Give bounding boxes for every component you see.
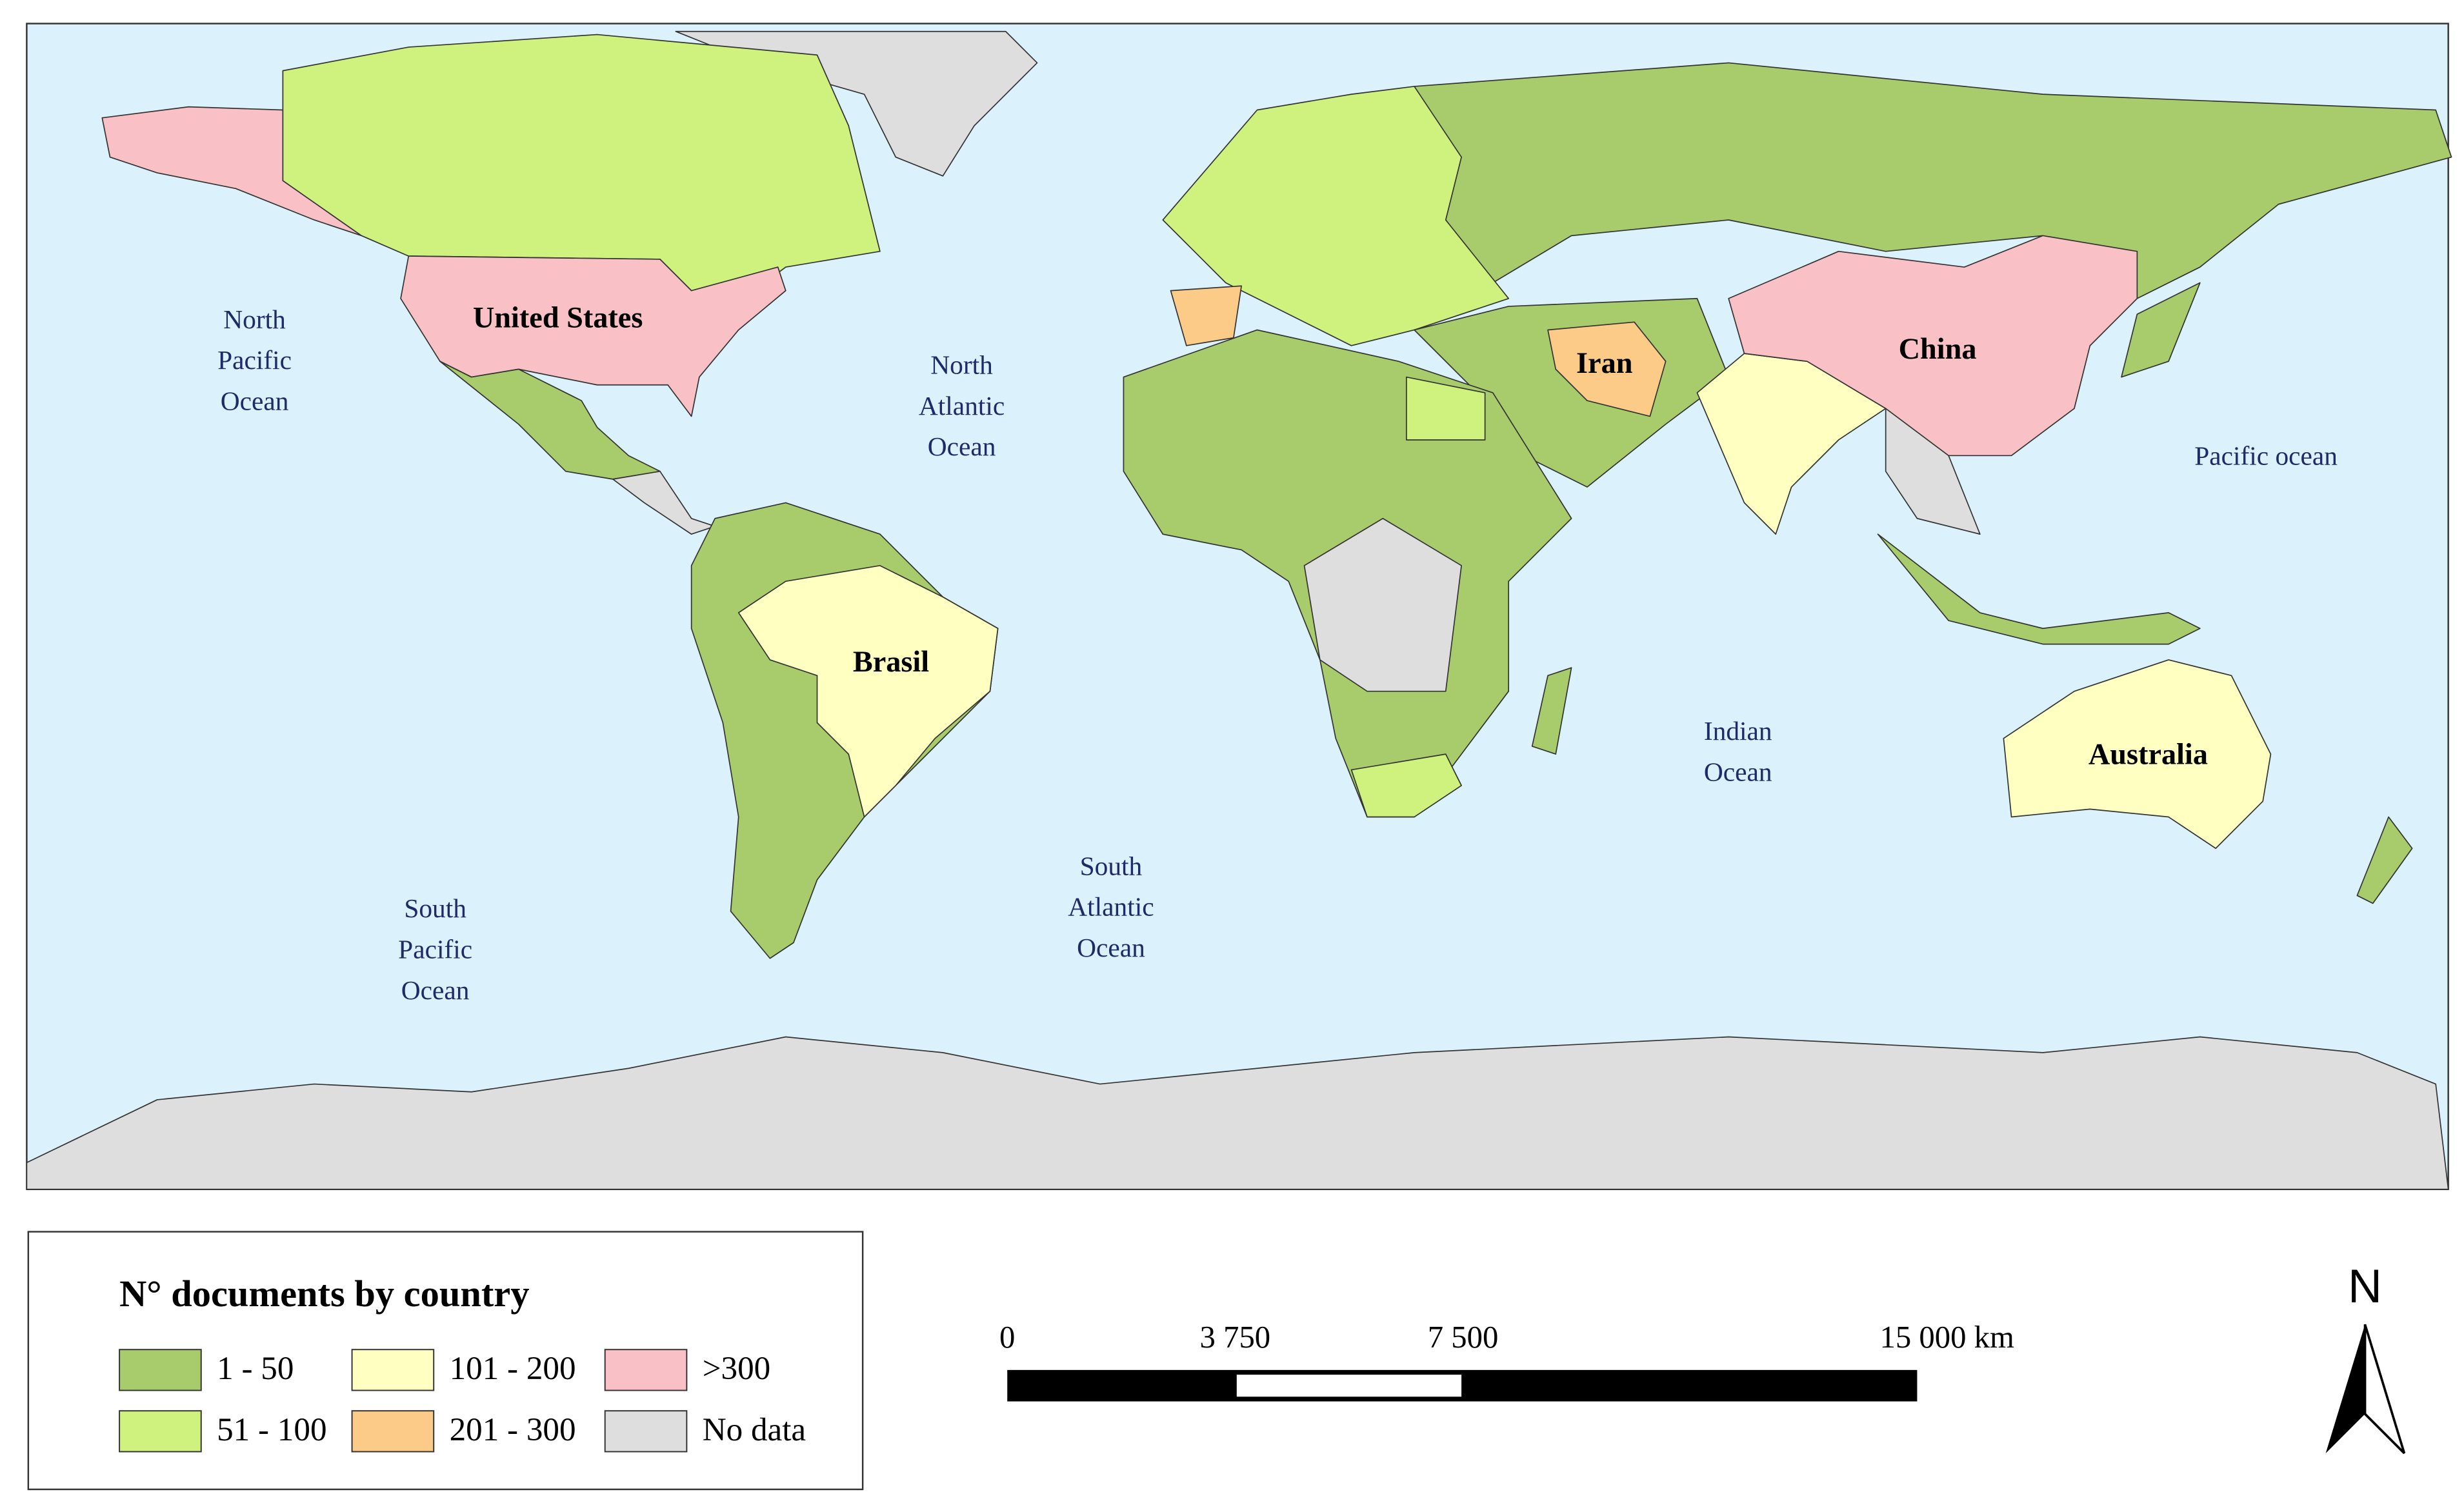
- ocean-label: Atlantic: [919, 391, 1005, 421]
- ocean-label: North: [930, 350, 993, 379]
- ocean-label: Pacific ocean: [2194, 441, 2338, 471]
- iran: [1547, 321, 1667, 417]
- countries: [26, 30, 2452, 1190]
- madagascar: [1531, 667, 1572, 755]
- ocean-labels: North Pacific Ocean North Atlantic Ocean South…: [217, 304, 2338, 1005]
- scale-bar: [1007, 1369, 1918, 1402]
- legend-swatch: [351, 1410, 435, 1453]
- brasil: [737, 564, 999, 818]
- ocean-label: Ocean: [1704, 757, 1772, 786]
- ocean-label: Ocean: [1077, 933, 1145, 962]
- europe: [1162, 86, 1510, 346]
- canada: [282, 34, 881, 292]
- alaska: [101, 106, 363, 237]
- legend-swatch: [604, 1410, 688, 1453]
- country-label: Iran: [1576, 347, 1633, 380]
- scale-bar-segment: [1236, 1375, 1462, 1397]
- legend-title: N° documents by country: [119, 1273, 529, 1315]
- china: [1728, 235, 2138, 457]
- legend-label: 51 - 100: [217, 1411, 326, 1448]
- country-label: United States: [473, 301, 643, 334]
- country-label: Australia: [2088, 739, 2208, 771]
- southeast-asia: [1885, 408, 1981, 535]
- north-arrow-left: [2325, 1324, 2365, 1453]
- legend-label: 1 - 50: [217, 1350, 294, 1387]
- south-africa: [1350, 753, 1462, 818]
- central-africa: [1303, 517, 1462, 692]
- ocean-label: Pacific: [398, 934, 472, 964]
- antarctica: [26, 1036, 2449, 1190]
- legend-label: >300: [703, 1350, 771, 1387]
- legend-swatch: [119, 1349, 202, 1391]
- legend-label: No data: [703, 1411, 806, 1448]
- ocean-label: Ocean: [928, 432, 996, 461]
- indonesia: [1877, 533, 2201, 645]
- ocean-label: Ocean: [221, 386, 289, 415]
- mexico: [439, 361, 661, 480]
- legend-swatch: [351, 1349, 435, 1391]
- ocean-label: Atlantic: [1068, 892, 1154, 922]
- ocean-label: North: [223, 304, 286, 334]
- country-label: China: [1899, 333, 1977, 366]
- north-label: N: [2348, 1260, 2382, 1313]
- ocean-label: South: [404, 893, 466, 923]
- north-arrow-right: [2363, 1324, 2406, 1455]
- ocean-label: Pacific: [217, 345, 292, 375]
- legend-items: 1 - 50 51 - 100 101 - 200 201 - 300 >300 No d…: [119, 1349, 806, 1453]
- ocean-label: Ocean: [401, 975, 470, 1005]
- legend-label: 101 - 200: [450, 1350, 576, 1387]
- legend-label: 201 - 300: [450, 1411, 576, 1448]
- ocean-label: South: [1080, 851, 1143, 880]
- australia: [2003, 659, 2272, 850]
- country-label: Brasil: [853, 646, 929, 679]
- scale-label: 0: [999, 1320, 1015, 1355]
- scale-label: 15 000 km: [1880, 1320, 2014, 1355]
- egypt: [1405, 376, 1486, 441]
- scale-label: 7 500: [1428, 1320, 1499, 1355]
- scale-label: 3 750: [1200, 1320, 1271, 1355]
- russia: [1414, 62, 2452, 299]
- legend-swatch: [119, 1410, 202, 1453]
- new-zealand: [2356, 816, 2413, 904]
- ocean-label: Indian: [1704, 716, 1772, 746]
- legend-swatch: [604, 1349, 688, 1391]
- japan: [2121, 282, 2201, 378]
